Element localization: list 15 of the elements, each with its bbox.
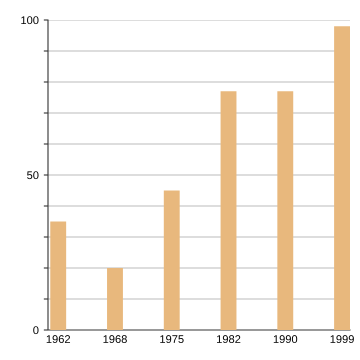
x-tick-label: 1990: [274, 335, 298, 344]
bar: [220, 91, 236, 330]
bar: [50, 222, 66, 330]
y-tick-label: 0: [33, 326, 39, 334]
y-tick-label: 100: [21, 16, 39, 24]
x-tick-label: 1975: [160, 335, 184, 344]
bar: [334, 26, 350, 330]
x-tick-label: 1962: [46, 335, 70, 344]
bar: [164, 190, 180, 330]
x-tick-label: 1999: [330, 335, 354, 344]
x-tick-label: 1968: [103, 335, 127, 344]
bar: [107, 268, 123, 330]
bar: [277, 91, 294, 330]
y-tick-label: 50: [27, 171, 39, 180]
x-tick-label: 1982: [217, 335, 240, 344]
